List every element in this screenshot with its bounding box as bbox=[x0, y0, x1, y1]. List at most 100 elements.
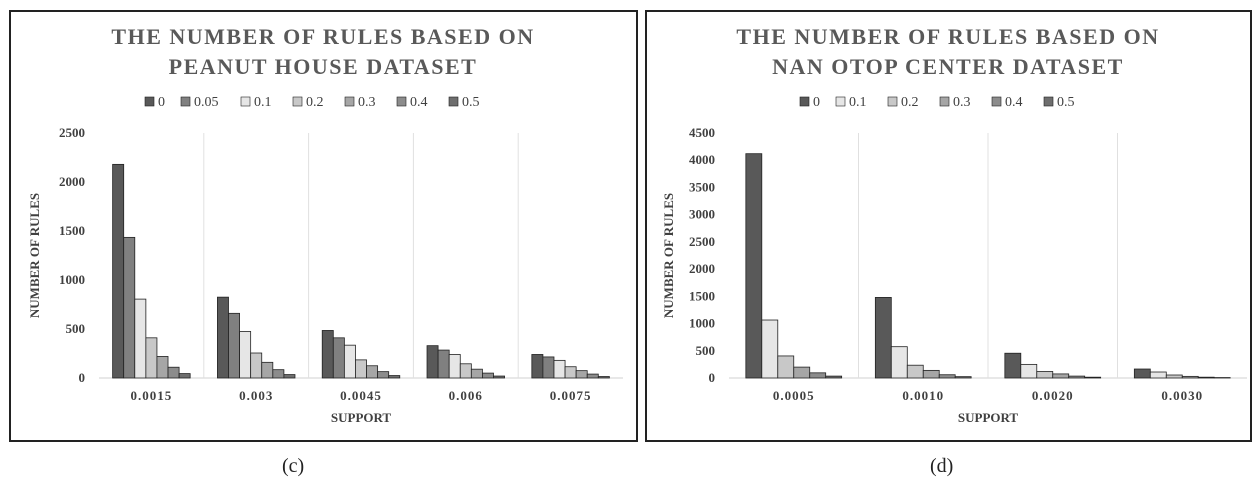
chart-panel-peanut-house: THE NUMBER OF RULES BASED ON PEANUT HOUSE… bbox=[9, 10, 638, 442]
y-tick-label: 500 bbox=[696, 343, 716, 358]
legend-swatch bbox=[887, 96, 898, 107]
chart-svg-peanut-house: THE NUMBER OF RULES BASED ON PEANUT HOUSE… bbox=[27, 24, 623, 425]
bar bbox=[809, 372, 827, 379]
bar bbox=[542, 356, 555, 379]
bar bbox=[482, 372, 494, 379]
bar bbox=[272, 369, 285, 379]
bar bbox=[1197, 376, 1215, 379]
legend-label: 0.4 bbox=[1005, 95, 1023, 110]
y-tick-label: 2000 bbox=[59, 174, 85, 189]
bar bbox=[761, 319, 779, 379]
bar bbox=[586, 373, 599, 379]
legend-swatch bbox=[144, 96, 155, 107]
x-axis-label: SUPPORT bbox=[331, 410, 392, 425]
bar bbox=[1133, 368, 1151, 379]
y-tick-label: 2500 bbox=[59, 125, 85, 140]
legend-swatch bbox=[344, 96, 355, 107]
bar bbox=[954, 376, 972, 379]
chart-panel-nan-otop: THE NUMBER OF RULES BASED ON NAN OTOP CEN… bbox=[645, 10, 1252, 442]
x-tick-label: 0.003 bbox=[239, 388, 273, 403]
bar bbox=[377, 371, 390, 379]
y-tick-label: 500 bbox=[66, 321, 86, 336]
bar bbox=[890, 346, 908, 379]
legend-swatch bbox=[396, 96, 407, 107]
bar bbox=[575, 370, 588, 379]
legend-swatch bbox=[292, 96, 303, 107]
legend-swatch bbox=[939, 96, 950, 107]
bar bbox=[470, 368, 483, 379]
bar bbox=[239, 331, 252, 379]
bar bbox=[134, 298, 147, 379]
bar bbox=[1149, 371, 1167, 379]
bar bbox=[1165, 374, 1183, 379]
x-tick-label: 0.0015 bbox=[131, 388, 173, 403]
legend-swatch bbox=[799, 96, 810, 107]
y-tick-label: 4000 bbox=[689, 152, 715, 167]
legend-swatch bbox=[835, 96, 846, 107]
x-tick-label: 0.0045 bbox=[340, 388, 382, 403]
x-tick-label: 0.0020 bbox=[1032, 388, 1074, 403]
bar bbox=[531, 354, 544, 379]
y-tick-label: 1000 bbox=[689, 316, 715, 331]
caption-c: (c) bbox=[282, 455, 305, 477]
bar bbox=[388, 375, 401, 379]
bar bbox=[745, 153, 763, 379]
bar bbox=[250, 352, 263, 379]
bar bbox=[343, 344, 356, 379]
bar bbox=[922, 369, 940, 379]
y-tick-label: 2500 bbox=[689, 234, 715, 249]
bar bbox=[217, 296, 229, 379]
bar bbox=[167, 366, 180, 379]
bar bbox=[366, 365, 379, 379]
chart-title-line: THE NUMBER OF RULES BASED ON bbox=[736, 24, 1159, 49]
bar bbox=[459, 363, 472, 379]
bar bbox=[178, 373, 191, 379]
legend-label: 0.2 bbox=[306, 95, 324, 110]
legend-label: 0.3 bbox=[358, 95, 376, 110]
bar bbox=[1036, 371, 1054, 379]
caption-d: (d) bbox=[930, 455, 954, 477]
y-tick-label: 0 bbox=[709, 370, 716, 385]
legend-swatch bbox=[240, 96, 251, 107]
bar bbox=[597, 376, 610, 379]
y-axis-label: NUMBER OF RULES bbox=[661, 193, 676, 318]
bar bbox=[448, 354, 461, 379]
bar bbox=[156, 356, 169, 379]
legend-label: 0 bbox=[813, 95, 820, 110]
chart-svg-nan-otop: THE NUMBER OF RULES BASED ON NAN OTOP CEN… bbox=[661, 24, 1247, 425]
bar bbox=[1068, 375, 1086, 379]
x-tick-label: 0.0010 bbox=[902, 388, 944, 403]
y-tick-label: 3000 bbox=[689, 207, 715, 222]
x-axis-label: SUPPORT bbox=[958, 410, 1019, 425]
y-tick-label: 4500 bbox=[689, 125, 715, 140]
y-tick-label: 0 bbox=[79, 370, 86, 385]
y-tick-label: 3500 bbox=[689, 179, 715, 194]
bar bbox=[1020, 363, 1038, 379]
legend-label: 0.2 bbox=[901, 95, 919, 110]
legend-label: 0.5 bbox=[1057, 95, 1075, 110]
bar bbox=[145, 337, 158, 379]
bar bbox=[228, 312, 240, 379]
chart-title-line: NAN OTOP CENTER DATASET bbox=[772, 54, 1124, 79]
legend-label: 0.1 bbox=[254, 95, 272, 110]
legend-label: 0.3 bbox=[953, 95, 971, 110]
y-tick-label: 1000 bbox=[59, 272, 85, 287]
legend-label: 0 bbox=[158, 95, 165, 110]
x-tick-label: 0.006 bbox=[449, 388, 483, 403]
bar bbox=[938, 374, 956, 379]
x-tick-label: 0.0030 bbox=[1161, 388, 1203, 403]
y-tick-label: 1500 bbox=[59, 223, 85, 238]
legend-swatch bbox=[180, 96, 191, 107]
chart-title-line: PEANUT HOUSE DATASET bbox=[169, 54, 478, 79]
bar bbox=[493, 375, 505, 379]
bar bbox=[793, 366, 811, 379]
bar bbox=[553, 359, 566, 379]
legend-label: 0.4 bbox=[410, 95, 428, 110]
bar bbox=[1181, 375, 1199, 379]
bar bbox=[321, 330, 334, 379]
y-axis-label: NUMBER OF RULES bbox=[27, 193, 42, 318]
bar bbox=[123, 236, 136, 379]
bar bbox=[564, 366, 577, 379]
bar bbox=[777, 355, 795, 379]
bar bbox=[906, 364, 924, 379]
